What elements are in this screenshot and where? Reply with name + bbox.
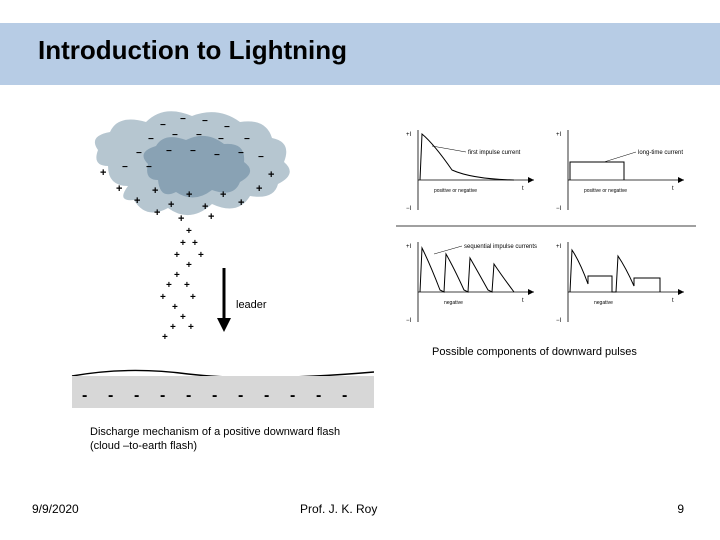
svg-text:-: - — [264, 387, 269, 404]
svg-text:−: − — [172, 130, 178, 141]
svg-text:negative: negative — [444, 300, 463, 306]
svg-text:+: + — [154, 207, 160, 219]
svg-text:positive or negative: positive or negative — [584, 188, 627, 194]
footer-date: 9/9/2020 — [32, 502, 79, 516]
svg-text:−I: −I — [406, 318, 412, 324]
svg-text:+: + — [256, 183, 262, 195]
panel-long-time: +I −I t long-time current positive or ne… — [556, 130, 684, 212]
svg-text:+: + — [198, 250, 204, 261]
svg-text:t: t — [522, 186, 524, 192]
svg-text:−: − — [180, 114, 186, 125]
svg-text:+: + — [178, 213, 184, 225]
svg-text:−: − — [258, 152, 264, 163]
svg-text:-: - — [342, 387, 347, 404]
svg-text:+: + — [168, 199, 174, 211]
svg-text:+: + — [174, 250, 180, 261]
svg-text:-: - — [108, 387, 113, 404]
svg-text:−: − — [224, 122, 230, 133]
svg-text:+: + — [152, 185, 158, 197]
svg-text:-: - — [160, 387, 165, 404]
svg-text:+: + — [238, 197, 244, 209]
svg-text:+I: +I — [556, 132, 562, 138]
svg-text:−: − — [148, 134, 154, 145]
svg-text:+I: +I — [556, 244, 562, 250]
svg-text:t: t — [672, 298, 674, 304]
panel-mixed: +I −I t negative — [556, 242, 684, 324]
footer-page: 9 — [677, 502, 684, 516]
svg-text:-: - — [238, 387, 243, 404]
svg-text:−: − — [202, 116, 208, 127]
svg-text:+: + — [186, 189, 192, 201]
right-figure: +I −I t first impulse current positive o… — [396, 114, 696, 338]
svg-text:−I: −I — [406, 206, 412, 212]
svg-text:−: − — [136, 148, 142, 159]
svg-text:−: − — [244, 134, 250, 145]
left-figure-caption: Discharge mechanism of a positive downwa… — [90, 426, 358, 454]
svg-text:sequential impulse currents: sequential impulse currents — [464, 244, 537, 250]
svg-text:t: t — [522, 298, 524, 304]
svg-text:+: + — [174, 270, 180, 281]
slide: Introduction to Lightning −−−− −−−−− −−−… — [0, 0, 720, 540]
svg-text:t: t — [672, 186, 674, 192]
svg-text:−: − — [238, 148, 244, 159]
svg-text:-: - — [82, 387, 87, 404]
ground — [72, 370, 374, 408]
right-figure-caption: Possible components of downward pulses — [432, 346, 637, 358]
svg-text:-: - — [186, 387, 191, 404]
svg-text:+: + — [180, 238, 186, 249]
svg-text:+: + — [180, 312, 186, 323]
svg-text:−: − — [146, 162, 152, 173]
svg-text:+: + — [166, 280, 172, 291]
svg-text:first impulse current: first impulse current — [468, 150, 521, 156]
svg-text:-: - — [290, 387, 295, 404]
svg-text:+: + — [186, 260, 192, 271]
svg-text:+: + — [208, 211, 214, 223]
svg-text:−I: −I — [556, 318, 562, 324]
svg-text:+: + — [160, 292, 166, 303]
svg-text:+: + — [100, 167, 106, 179]
lightning-diagram: −−−− −−−−− −−−−−− −− ++++ ++++ +++ +++ +… — [68, 108, 374, 412]
svg-text:+I: +I — [406, 132, 412, 138]
panel-first-impulse: +I −I t first impulse current positive o… — [406, 130, 534, 212]
left-figure: −−−− −−−−− −−−−−− −− ++++ ++++ +++ +++ +… — [68, 108, 374, 412]
footer-author: Prof. J. K. Roy — [300, 502, 377, 516]
page-title: Introduction to Lightning — [38, 35, 347, 66]
svg-text:+: + — [186, 226, 192, 237]
svg-text:+: + — [134, 195, 140, 207]
panel-sequential: +I −I t sequential impulse currents nega… — [406, 242, 537, 324]
svg-text:-: - — [212, 387, 217, 404]
leader-arrow — [217, 268, 231, 332]
svg-text:+: + — [184, 280, 190, 291]
svg-text:+: + — [170, 322, 176, 333]
svg-text:−: − — [196, 130, 202, 141]
svg-text:+: + — [220, 189, 226, 201]
svg-text:negative: negative — [594, 300, 613, 306]
svg-text:−: − — [122, 162, 128, 173]
svg-text:−: − — [218, 134, 224, 145]
svg-text:−: − — [160, 120, 166, 131]
leader-channel: + ++ ++ + + ++ ++ + + ++ + — [160, 226, 204, 343]
svg-text:-: - — [316, 387, 321, 404]
svg-text:−: − — [214, 150, 220, 161]
svg-text:+: + — [268, 169, 274, 181]
svg-text:−I: −I — [556, 206, 562, 212]
svg-text:positive or negative: positive or negative — [434, 188, 477, 194]
svg-text:+: + — [190, 292, 196, 303]
svg-text:+: + — [172, 302, 178, 313]
svg-text:+: + — [192, 238, 198, 249]
svg-text:+: + — [188, 322, 194, 333]
svg-text:-: - — [134, 387, 139, 404]
pulse-components-grid: +I −I t first impulse current positive o… — [396, 114, 696, 338]
svg-text:−: − — [190, 146, 196, 157]
svg-text:+: + — [116, 183, 122, 195]
svg-text:+: + — [162, 332, 168, 343]
svg-text:+I: +I — [406, 244, 412, 250]
leader-label: leader — [236, 299, 267, 311]
svg-text:long-time current: long-time current — [638, 150, 683, 156]
svg-text:−: − — [166, 146, 172, 157]
